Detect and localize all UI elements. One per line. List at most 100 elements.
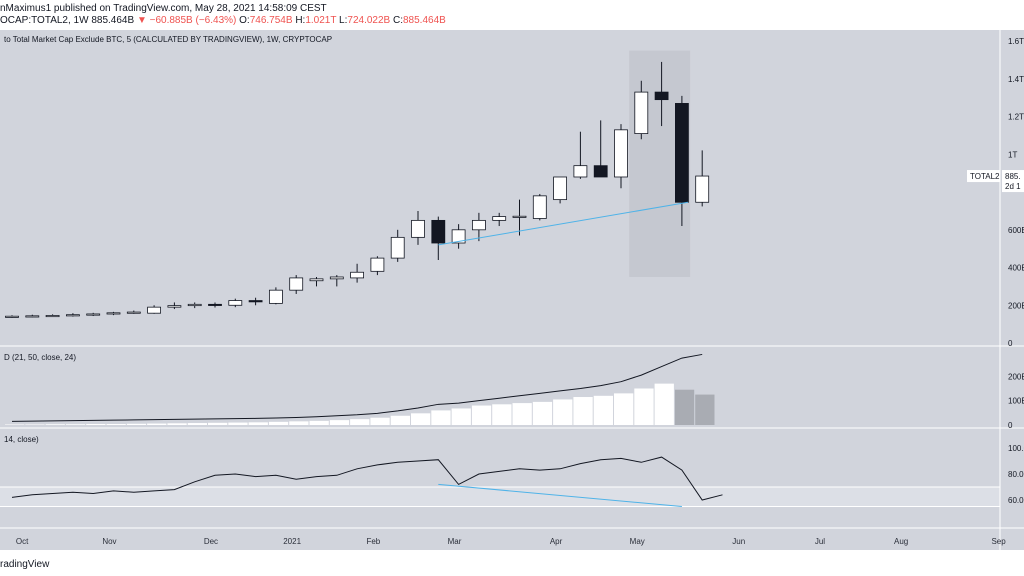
rsi-line	[11, 456, 723, 501]
chart-svg[interactable]: 1.6T 1.4T 1.2T 1T 600B 400B 200B 0 TOTAL2 885.2d …	[0, 30, 1024, 550]
macd-hist-bar	[532, 401, 553, 425]
open-value: 746.754B	[249, 15, 293, 26]
x-tick-label: May	[630, 537, 645, 546]
price-tag	[1002, 170, 1024, 193]
macd-hist-bar	[553, 399, 573, 425]
candle-body	[248, 300, 263, 303]
candle-body	[390, 236, 405, 259]
candle-body	[268, 289, 283, 304]
candle-body	[675, 103, 689, 203]
candle-body	[593, 165, 608, 178]
candle-body	[532, 195, 547, 219]
macd-hist-bar	[350, 419, 370, 425]
macd-hist-bar	[512, 403, 532, 425]
candle-body	[147, 306, 162, 314]
rsi-label: 14, close)	[4, 435, 39, 444]
macd-hist-bar	[329, 420, 350, 425]
candle-body	[208, 303, 222, 306]
candle-body	[471, 219, 486, 231]
candle-body	[126, 311, 141, 314]
candle-body	[45, 315, 60, 318]
candle-body	[289, 277, 304, 291]
close-value: 885.464B	[403, 15, 446, 26]
high-value: 1.021T	[305, 15, 337, 26]
x-tick-label: Feb	[366, 537, 380, 546]
macd-hist-bar	[167, 423, 187, 425]
x-tick-label: Sep	[991, 537, 1006, 546]
x-tick-label: Oct	[16, 537, 29, 546]
price-tag-value: 885.	[1005, 172, 1021, 181]
x-tick-label: Jun	[732, 537, 745, 546]
chart-title: to Total Market Cap Exclude BTC, 5 (CALC…	[4, 35, 332, 44]
candle-body	[25, 315, 40, 318]
candle-body	[309, 278, 324, 282]
macd-hist-bar	[309, 420, 329, 425]
candle-body	[654, 91, 669, 101]
macd-y-tick: 200B	[1008, 372, 1024, 381]
macd-hist-bar	[228, 422, 248, 425]
candle-body	[553, 176, 567, 201]
candle-body	[451, 229, 466, 244]
macd-hist-bar	[411, 413, 431, 425]
rsi-divergence-line	[438, 483, 682, 507]
macd-hist-bar	[492, 404, 512, 425]
low-label: L:	[339, 15, 348, 26]
y-tick-label: 1.4T	[1008, 75, 1024, 84]
publish-line: nMaximus1 published on TradingView.com, …	[0, 3, 327, 14]
macd-y-tick: 0	[1008, 421, 1013, 430]
macd-hist-bar	[268, 421, 289, 425]
macd-hist-bar	[126, 423, 147, 425]
footer: radingView	[0, 550, 1024, 576]
macd-hist-bar	[289, 421, 309, 425]
candle-body	[66, 314, 80, 317]
y-tick-label: 400B	[1008, 264, 1024, 273]
macd-hist-bar	[695, 394, 715, 425]
y-tick-label: 1.2T	[1008, 113, 1024, 122]
macd-hist-bar	[431, 410, 451, 425]
macd-hist-bar	[187, 423, 207, 425]
macd-hist-bar	[65, 424, 86, 425]
macd-hist-bar	[45, 424, 65, 425]
candle-body	[187, 303, 202, 307]
rsi-band	[0, 487, 1000, 507]
macd-hist-bar	[634, 388, 654, 425]
macd-hist-bar	[208, 422, 228, 425]
low-value: 724.022B	[347, 15, 391, 26]
candle-body	[614, 129, 628, 178]
brand-logo: radingView	[0, 559, 50, 570]
candle-body	[634, 91, 649, 134]
macd-y-tick: 100B	[1008, 397, 1024, 406]
macd-hist-bar	[106, 424, 126, 425]
macd-line	[11, 353, 703, 422]
support-trendline	[438, 201, 689, 246]
publish-info: nMaximus1 published on TradingView.com, …	[0, 3, 327, 14]
candle-body	[573, 165, 588, 178]
y-tick-label: 0	[1008, 339, 1013, 348]
x-tick-label: Aug	[894, 537, 908, 546]
chart-header: nMaximus1 published on TradingView.com, …	[0, 0, 1024, 30]
chart-area[interactable]: 1.6T 1.4T 1.2T 1T 600B 400B 200B 0 TOTAL2 885.2d …	[0, 30, 1024, 550]
y-tick-label: 1T	[1008, 150, 1017, 159]
rsi-y-tick: 80.00	[1008, 470, 1024, 479]
candle-body	[431, 219, 446, 244]
last-price: 885.464B	[91, 15, 135, 26]
candle-body	[512, 215, 527, 218]
macd-hist-bar	[86, 424, 106, 425]
macd-hist-bar	[370, 417, 390, 425]
candle-body	[411, 219, 425, 238]
candle-body	[228, 300, 243, 306]
price-change: −60.885B (−6.43%)	[149, 15, 237, 26]
y-tick-label: 600B	[1008, 226, 1024, 235]
macd-hist-bar	[573, 397, 593, 425]
candle-body	[492, 216, 507, 221]
y-tick-label: 1.6T	[1008, 37, 1024, 46]
x-tick-label: 2021	[283, 537, 301, 546]
x-tick-label: Jul	[815, 537, 825, 546]
x-tick-label: Nov	[102, 537, 116, 546]
candle-body	[86, 313, 101, 316]
symbol-label[interactable]: OCAP:TOTAL2, 1W	[0, 15, 89, 26]
x-tick-label: Dec	[204, 537, 218, 546]
rsi-y-tick: 100.0	[1008, 444, 1024, 453]
symbol-tag	[967, 170, 1000, 183]
macd-hist-bar	[614, 393, 634, 425]
